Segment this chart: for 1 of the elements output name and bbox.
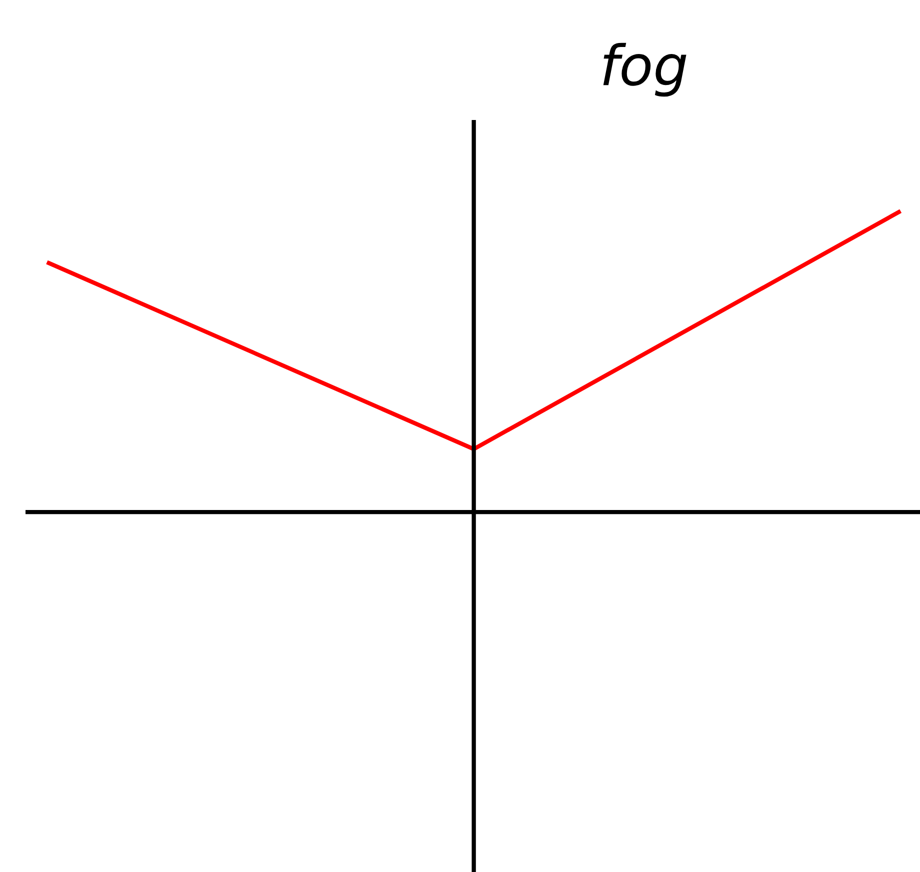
chart-title: fog bbox=[603, 42, 686, 97]
